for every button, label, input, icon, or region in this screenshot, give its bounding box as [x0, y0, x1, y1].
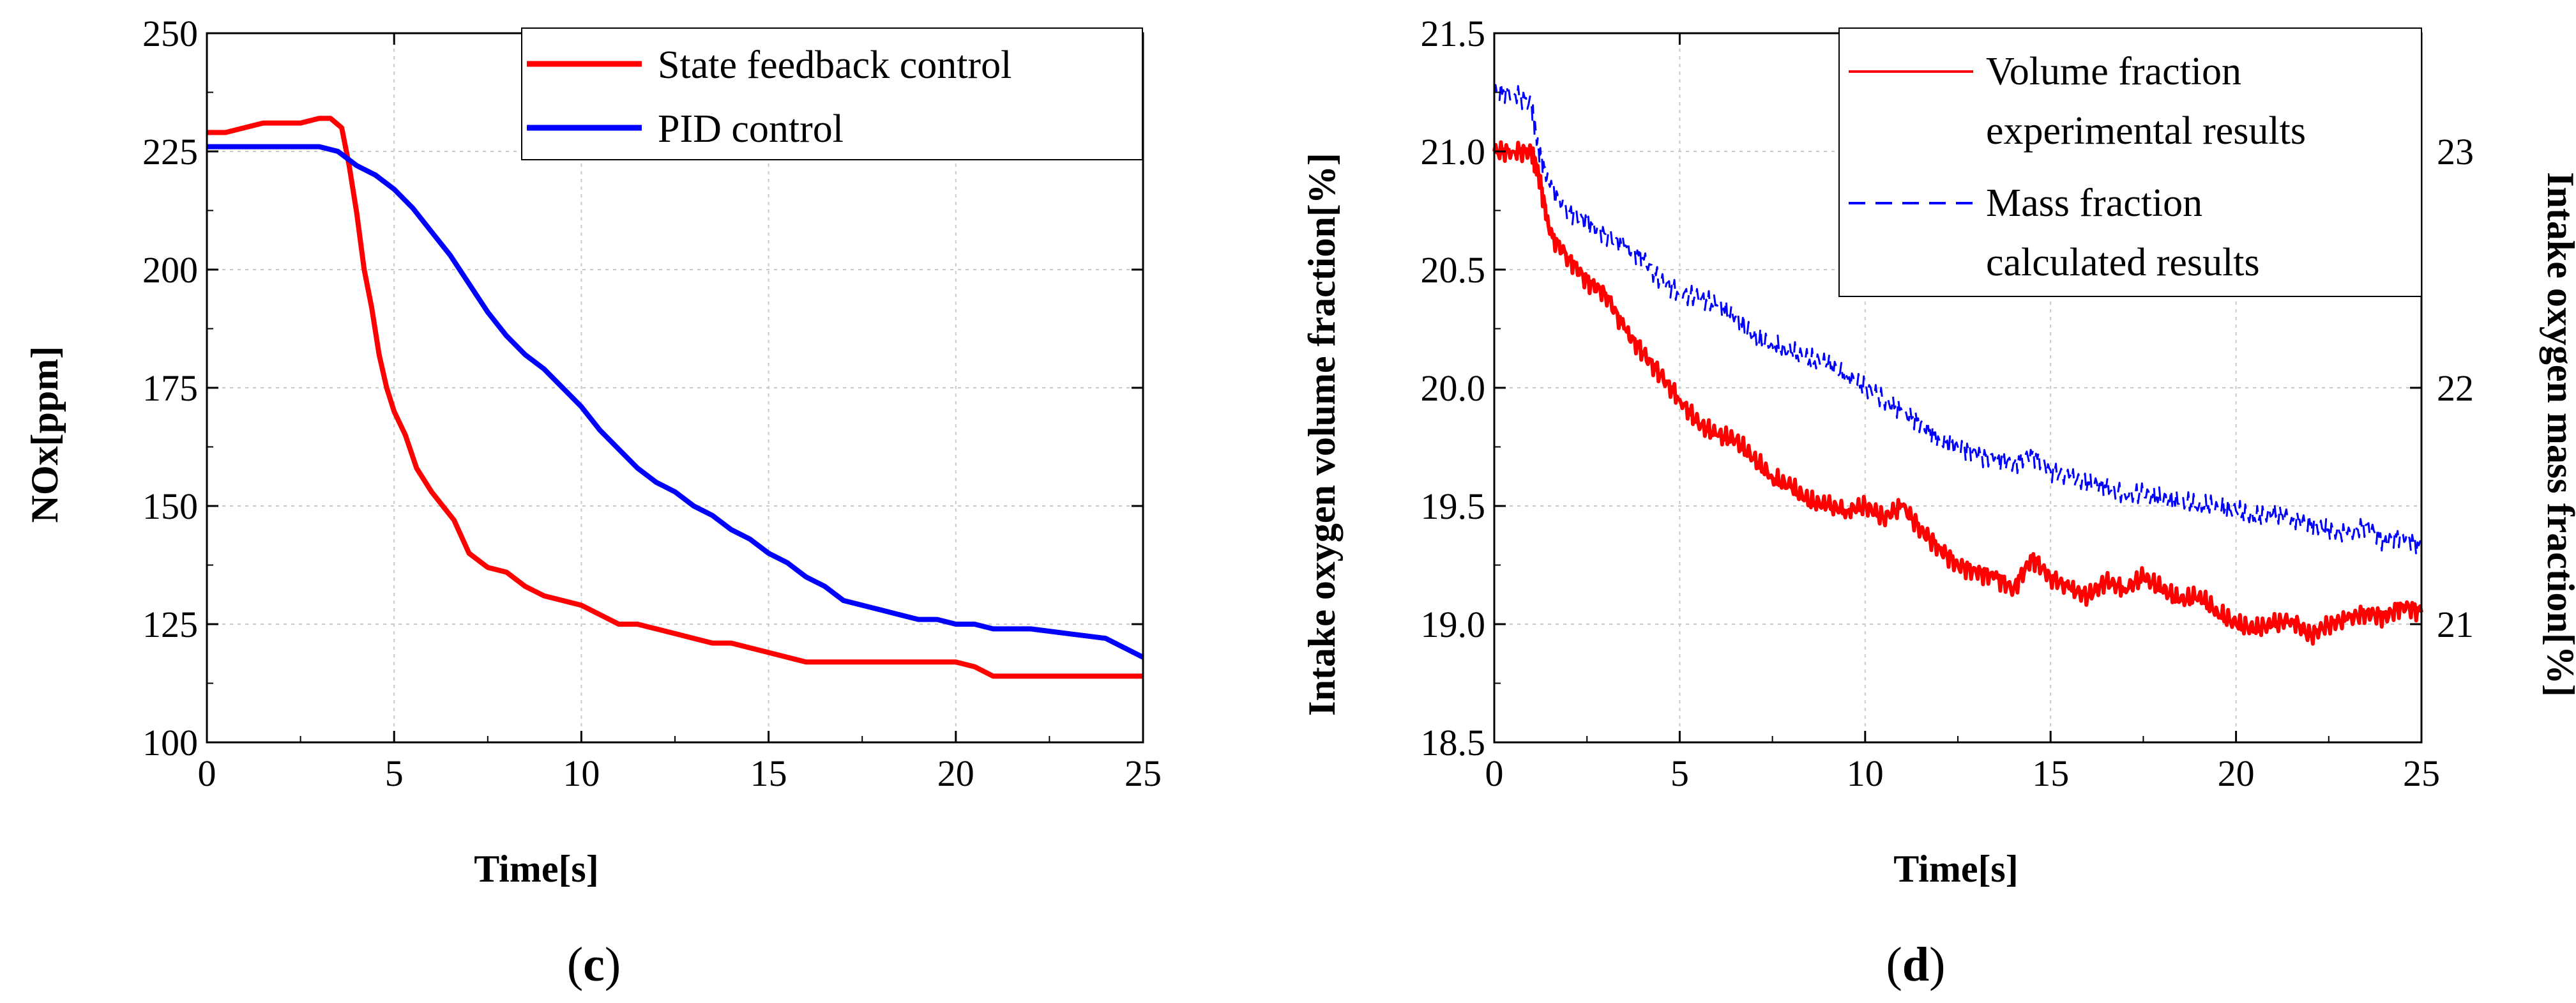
x-tick-label: 15 [750, 753, 787, 794]
y-tick-label: 19.5 [1421, 486, 1486, 527]
chart-d-series [1492, 81, 2423, 646]
chart-c-legend-label-pid: PID control [658, 107, 844, 151]
panel-label-d: (d) [1886, 938, 1946, 992]
y2-tick-label: 23 [2437, 131, 2474, 172]
chart-c-series [207, 116, 1144, 679]
series-line-0 [207, 116, 1143, 679]
y-tick-label: 18.5 [1421, 722, 1486, 763]
chart-d-ticks [1493, 32, 2423, 744]
x-tick-label: 10 [1847, 753, 1884, 794]
y2-tick-label: 22 [2437, 367, 2474, 409]
y-tick-label: 20.5 [1421, 249, 1486, 291]
y-tick-label: 200 [142, 249, 198, 291]
chart-d-y2-axis-title: Intake oxygen mass fraction[%] [2540, 172, 2576, 697]
y-tick-label: 125 [142, 604, 198, 645]
y-tick-label: 175 [142, 367, 198, 409]
chart-c-legend-box [521, 27, 1143, 160]
chart-d-legend-label-volume-1: Volume fraction [1986, 50, 2241, 93]
y-tick-label: 225 [142, 131, 198, 172]
x-tick-label: 25 [1125, 753, 1162, 794]
x-tick-label: 20 [2218, 753, 2255, 794]
chart-d-legend: Volume fraction experimental results Mas… [1838, 27, 2422, 297]
chart-c-x-axis-title: Time[s] [474, 848, 599, 890]
chart-c-y-axis-title: NOx[ppm] [24, 346, 66, 523]
chart-d-y2-tick-labels: 21 22 23 [2437, 131, 2474, 645]
x-tick-label: 25 [2403, 753, 2440, 794]
y-tick-label: 21.5 [1421, 13, 1486, 54]
chart-d-x-axis-title: Time[s] [1893, 848, 2019, 890]
y-tick-label: 250 [142, 13, 198, 54]
chart-d-legend-label-mass-1: Mass fraction [1986, 181, 2202, 225]
chart-d-y-tick-labels: 18.5 19.0 19.5 20.0 20.5 21.0 21.5 [1421, 13, 1486, 763]
chart-oxygen-fraction: 18.5 19.0 19.5 20.0 20.5 21.0 21.5 21 22 23 0 5 10… [1301, 13, 2576, 992]
chart-c-y-tick-labels: 100 125 150 175 200 225 250 [142, 13, 198, 763]
chart-d-legend-label-volume-2: experimental results [1986, 109, 2306, 153]
series-line-0 [1492, 140, 2423, 646]
x-tick-label: 0 [1485, 753, 1504, 794]
chart-nox: 100 125 150 175 200 225 250 0 5 10 15 20 25 Time[s]… [24, 13, 1162, 992]
chart-d-x-tick-labels: 0 5 10 15 20 25 [1485, 753, 2441, 794]
chart-c-legend: State feedback control PID control [521, 27, 1143, 160]
x-tick-label: 10 [563, 753, 600, 794]
x-tick-label: 5 [385, 753, 404, 794]
chart-c-x-tick-labels: 0 5 10 15 20 25 [198, 753, 1162, 794]
y-tick-label: 100 [142, 722, 198, 763]
x-tick-label: 15 [2032, 753, 2069, 794]
chart-c-legend-label-state-feedback: State feedback control [658, 43, 1011, 87]
panel-label-c: (c) [567, 938, 621, 992]
y-tick-label: 20.0 [1421, 367, 1486, 409]
chart-d-legend-label-mass-2: calculated results [1986, 241, 2260, 284]
y2-tick-label: 21 [2437, 604, 2474, 645]
series-line-1 [207, 144, 1144, 660]
y-tick-label: 19.0 [1421, 604, 1486, 645]
y-tick-label: 150 [142, 486, 198, 527]
x-tick-label: 5 [1671, 753, 1689, 794]
x-tick-label: 0 [198, 753, 216, 794]
x-tick-label: 20 [937, 753, 974, 794]
y-tick-label: 21.0 [1421, 131, 1486, 172]
chart-d-y-axis-title: Intake oxygen volume fraction[%] [1301, 153, 1343, 716]
